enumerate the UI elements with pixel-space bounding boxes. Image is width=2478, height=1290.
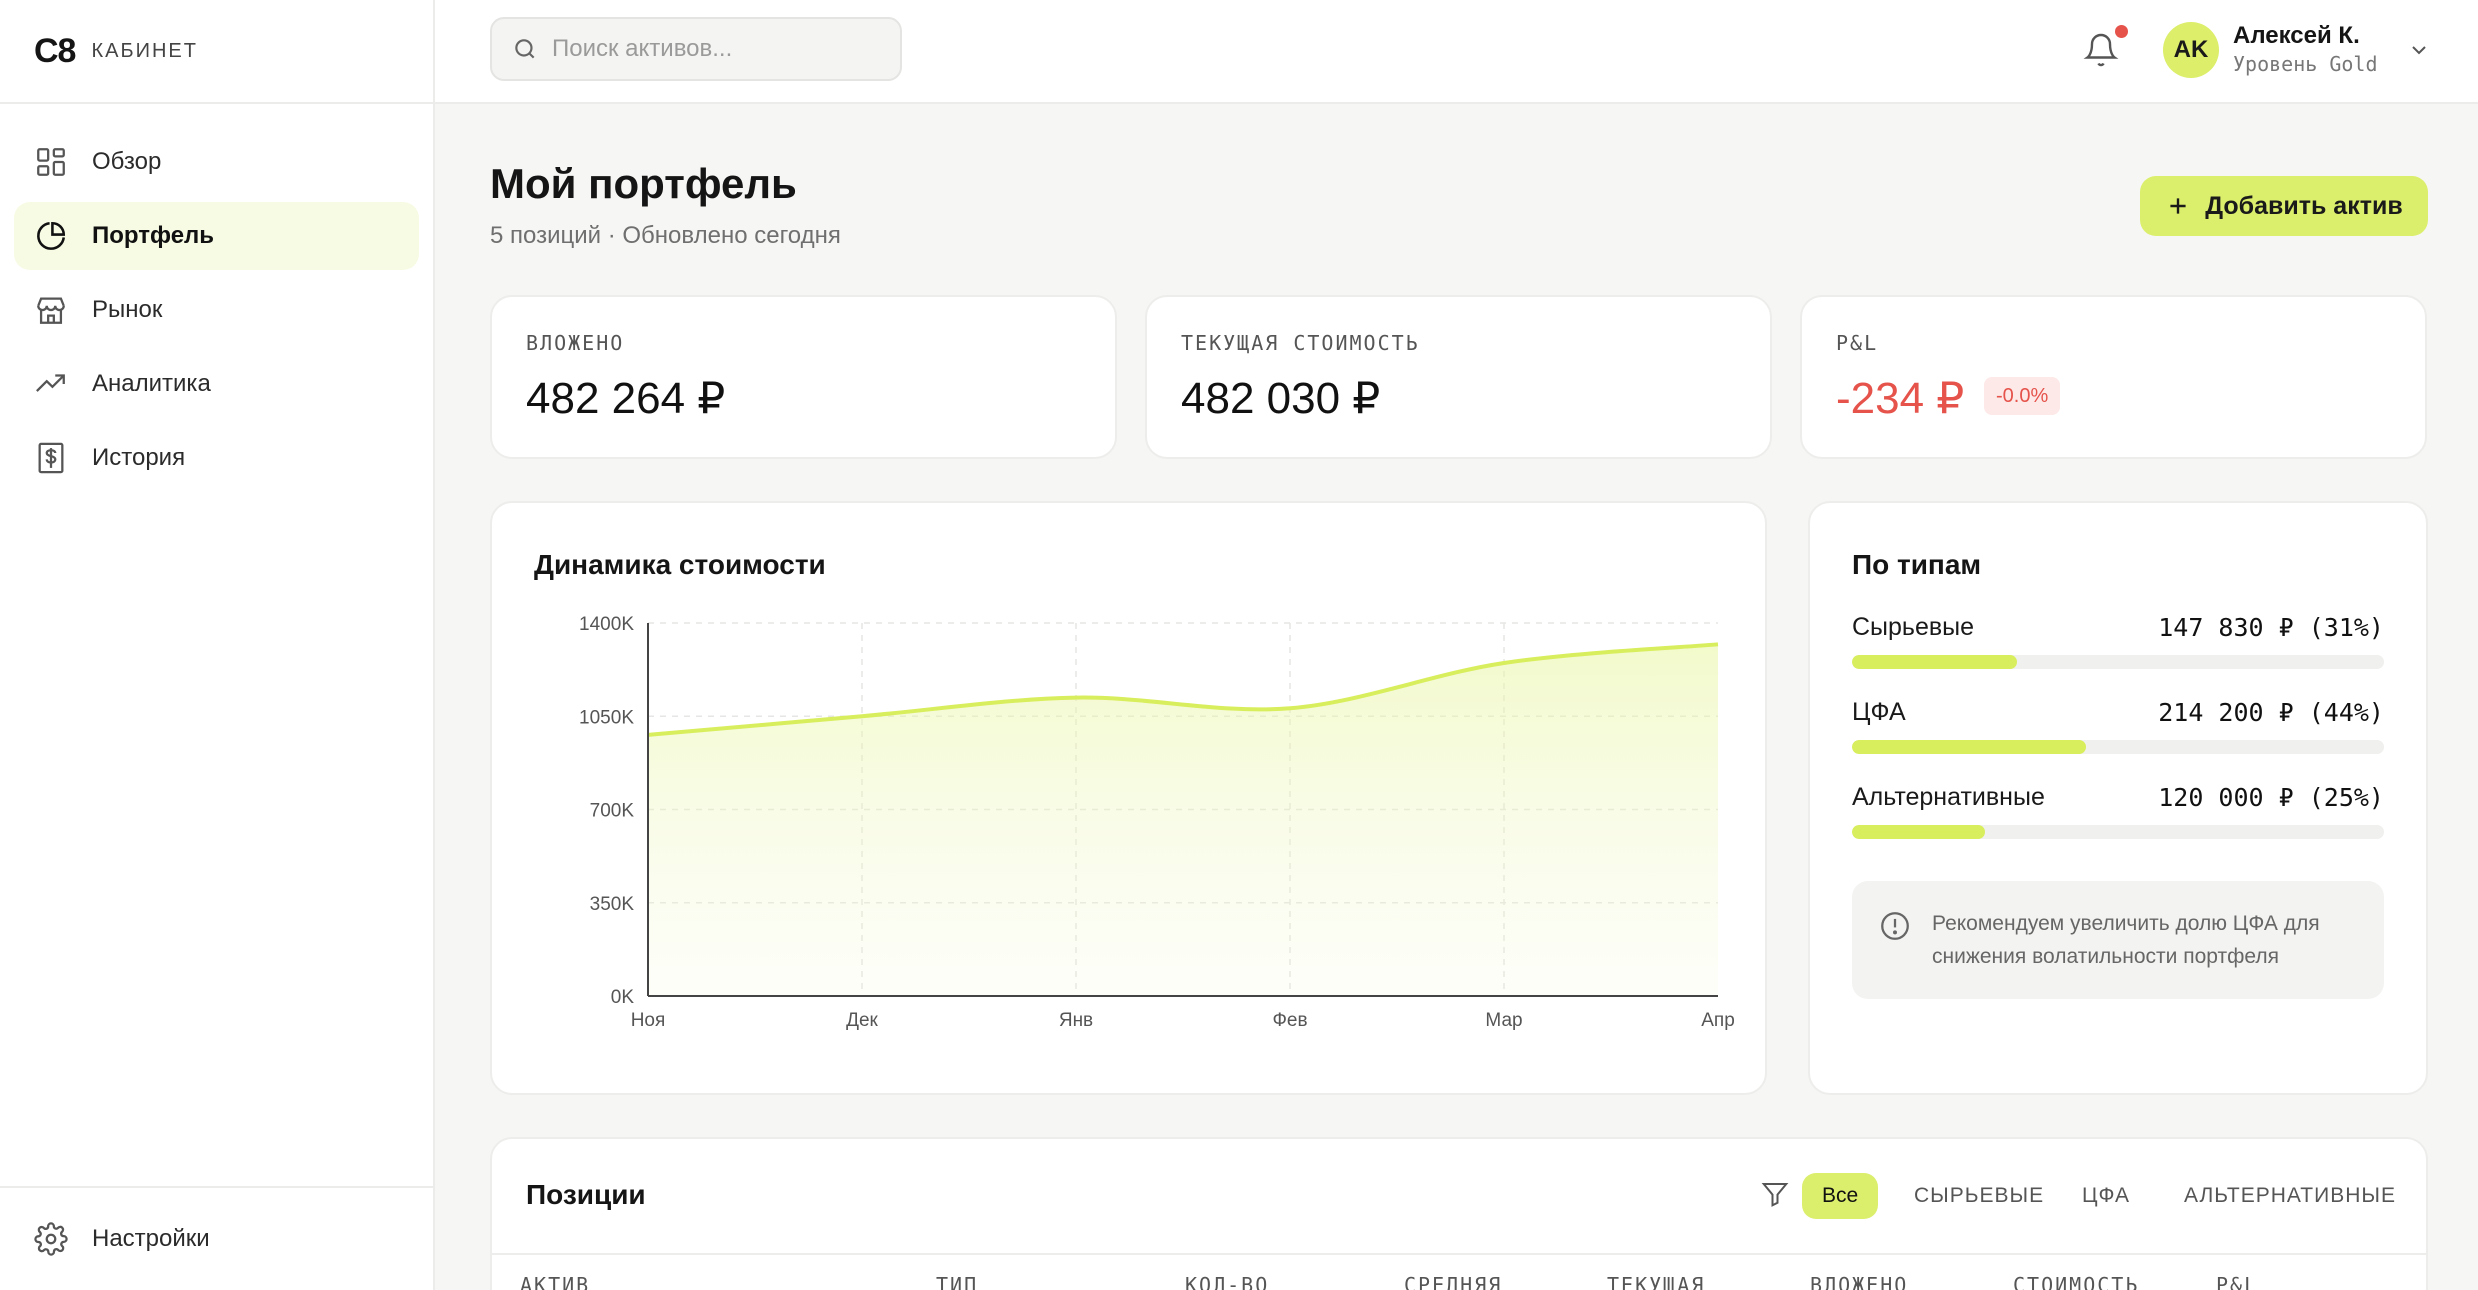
- y-tick-label: 1050K: [579, 707, 634, 728]
- sidebar-item-analytics[interactable]: Аналитика: [14, 350, 419, 418]
- type-progress: [1852, 740, 2384, 754]
- gear-icon: [34, 1222, 68, 1256]
- kpi-card-current-value: ТЕКУЩАЯ СТОИМОСТЬ 482 030 ₽: [1145, 295, 1772, 459]
- column-header[interactable]: СТОИМОСТЬ: [2013, 1273, 2140, 1290]
- sidebar-item-label: История: [92, 444, 186, 471]
- sidebar-item-label: Настройки: [92, 1225, 210, 1252]
- y-tick-label: 0K: [611, 987, 635, 1008]
- x-tick-label: Дек: [846, 1010, 878, 1031]
- add-asset-label: Добавить актив: [2205, 191, 2403, 220]
- sidebar-item-portfolio[interactable]: Портфель: [14, 202, 419, 270]
- pie-chart-icon: [37, 221, 66, 250]
- y-tick-label: 700K: [590, 801, 635, 822]
- column-header[interactable]: P&L: [2216, 1273, 2259, 1290]
- column-header[interactable]: АКТИВ: [520, 1273, 591, 1290]
- column-header[interactable]: ТЕКУЩАЯ: [1607, 1273, 1706, 1290]
- chevron-down-icon[interactable]: [2407, 38, 2431, 62]
- kpi-value: 482 264 ₽: [526, 374, 726, 423]
- kpi-value: 482 030 ₽: [1181, 374, 1381, 423]
- sidebar-item-label: Обзор: [92, 148, 162, 175]
- sidebar-item-market[interactable]: Рынок: [14, 276, 419, 344]
- column-header[interactable]: СРЕДНЯЯ: [1404, 1273, 1503, 1290]
- type-value: 120 000 ₽ (25%): [2158, 783, 2384, 812]
- kpi-label: ВЛОЖЕНО: [526, 331, 625, 355]
- y-tick-label: 350K: [590, 894, 635, 915]
- type-progress-fill: [1852, 825, 1985, 839]
- kpi-value: -234 ₽: [1836, 374, 1965, 423]
- page-title: Мой портфель: [490, 160, 797, 207]
- sidebar-item-label: Аналитика: [92, 370, 211, 397]
- type-progress-fill: [1852, 740, 2087, 754]
- search-box[interactable]: [490, 17, 902, 81]
- user-level: Уровень Gold: [2233, 52, 2378, 76]
- store-icon: [37, 297, 65, 324]
- user-name[interactable]: Алексей К.: [2233, 22, 2360, 49]
- notification-dot: [2115, 25, 2128, 38]
- sidebar-item-overview[interactable]: Обзор: [14, 128, 419, 196]
- types-card: По типам Сырьевые 147 830 ₽ (31%) ЦФА 21…: [1808, 501, 2428, 1095]
- type-value: 214 200 ₽ (44%): [2158, 698, 2384, 727]
- type-value: 147 830 ₽ (31%): [2158, 613, 2384, 642]
- type-name: Сырьевые: [1852, 613, 1975, 641]
- avatar[interactable]: AK: [2163, 22, 2219, 78]
- x-tick-label: Ноя: [631, 1010, 666, 1031]
- filter-chip-all[interactable]: Все: [1802, 1173, 1879, 1219]
- info-icon: [1881, 912, 1909, 940]
- search-icon: [515, 39, 535, 59]
- brand: C8 КАБИНЕТ: [0, 0, 433, 104]
- topbar: AK Алексей К. Уровень Gold: [435, 0, 2478, 104]
- dollar-receipt-icon: [38, 442, 64, 474]
- type-progress: [1852, 825, 2384, 839]
- advice-text: Рекомендуем увеличить долю ЦФА для сниже…: [1932, 912, 2320, 968]
- plus-icon: [2170, 198, 2186, 214]
- filter-chip-dfa[interactable]: ЦФА: [2082, 1184, 2131, 1207]
- trend-up-icon: [36, 374, 65, 392]
- x-tick-label: Фев: [1272, 1010, 1307, 1031]
- types-title: По типам: [1852, 549, 1982, 580]
- sidebar-nav: Обзор Портфель Рынок Аналитика: [0, 104, 433, 492]
- kpi-card-pnl: P&L -234 ₽ -0.0%: [1800, 295, 2427, 459]
- type-progress-fill: [1852, 655, 2017, 669]
- sidebar: C8 КАБИНЕТ Обзор Портфель Рынок: [0, 0, 435, 1290]
- chart-title: Динамика стоимости: [534, 549, 826, 580]
- filter-chip-raw[interactable]: СЫРЬЕВЫЕ: [1914, 1184, 2045, 1207]
- add-asset-button[interactable]: Добавить актив: [2140, 176, 2428, 236]
- positions-title: Позиции: [526, 1179, 646, 1210]
- series-line: [647, 642, 1719, 737]
- kpi-label: P&L: [1836, 331, 1879, 355]
- sidebar-item-label: Портфель: [92, 222, 215, 249]
- kpi-label: ТЕКУЩАЯ СТОИМОСТЬ: [1181, 331, 1420, 355]
- bell-icon[interactable]: [2083, 30, 2119, 70]
- series-area: [648, 644, 1718, 996]
- x-tick-label: Апр: [1701, 1010, 1735, 1031]
- type-name: ЦФА: [1852, 698, 1906, 726]
- filter-icon[interactable]: [1760, 1179, 1790, 1209]
- brand-subtitle: КАБИНЕТ: [91, 39, 198, 62]
- sidebar-footer: Настройки: [0, 1186, 433, 1290]
- chart-card: Динамика стоимости 1400K 1050K 700K 350K 0K Н…: [490, 501, 1767, 1095]
- positions-table-header: АКТИВ ТИП КОЛ-ВО СРЕДНЯЯ ТЕКУЩАЯ ВЛОЖЕНО…: [492, 1253, 2426, 1290]
- column-header[interactable]: ВЛОЖЕНО: [1810, 1273, 1909, 1290]
- page-subtitle: 5 позиций · Обновлено сегодня: [490, 222, 841, 249]
- type-name: Альтернативные: [1852, 783, 2045, 811]
- advice-box: Рекомендуем увеличить долю ЦФА для сниже…: [1852, 881, 2384, 999]
- grid-icon: [37, 148, 65, 176]
- y-tick-label: 1400K: [579, 614, 634, 635]
- column-header[interactable]: КОЛ-ВО: [1185, 1273, 1270, 1290]
- pnl-percent-badge: -0.0%: [1984, 377, 2061, 415]
- search-input[interactable]: [552, 35, 882, 63]
- sidebar-item-label: Рынок: [92, 296, 163, 323]
- filter-chip-alternative[interactable]: АЛЬТЕРНАТИВНЫЕ: [2184, 1184, 2396, 1207]
- sidebar-item-settings[interactable]: Настройки: [14, 1205, 419, 1273]
- x-tick-label: Янв: [1059, 1010, 1093, 1031]
- column-header[interactable]: ТИП: [936, 1273, 979, 1290]
- type-progress: [1852, 655, 2384, 669]
- x-tick-label: Мар: [1485, 1010, 1522, 1031]
- sidebar-item-history[interactable]: История: [14, 424, 419, 492]
- positions-card: Позиции Все СЫРЬЕВЫЕ ЦФА АЛЬТЕРНАТИВНЫЕ …: [490, 1137, 2428, 1290]
- kpi-card-invested: ВЛОЖЕНО 482 264 ₽: [490, 295, 1117, 459]
- logo[interactable]: C8: [34, 31, 76, 70]
